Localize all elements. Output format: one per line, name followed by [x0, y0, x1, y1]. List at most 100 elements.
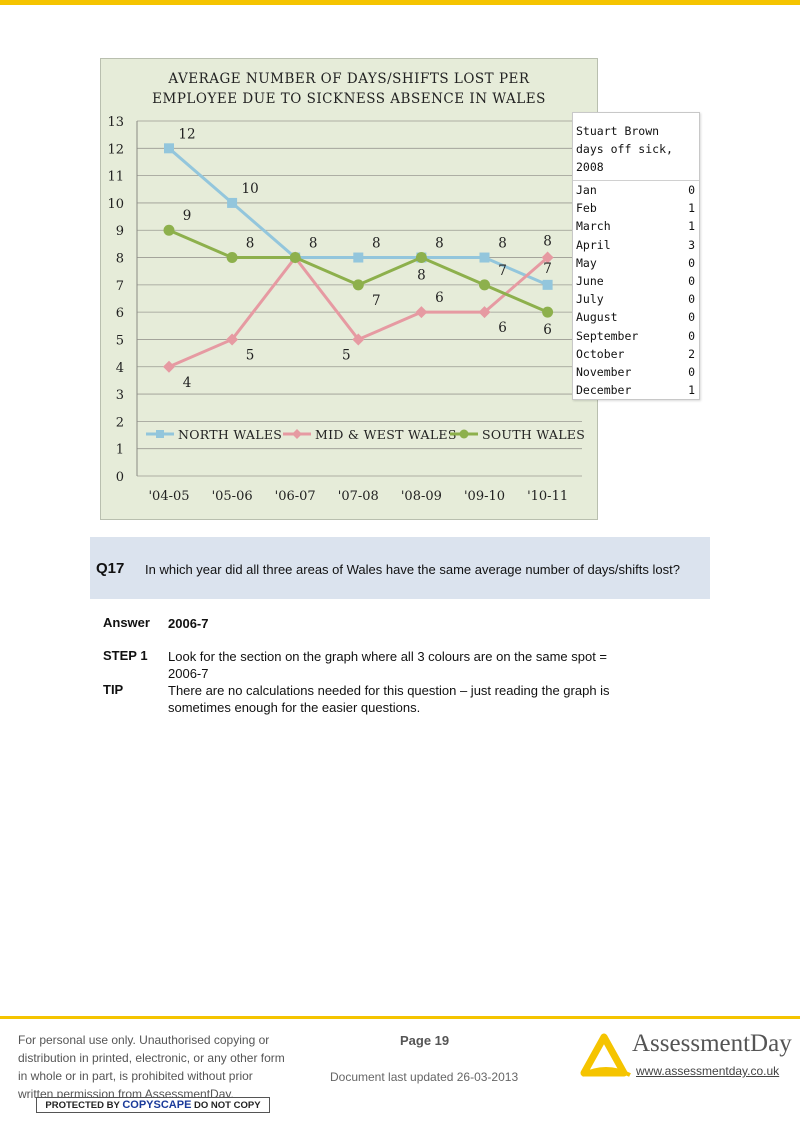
- data-point-circle: [415, 252, 427, 264]
- data-label: 12: [178, 126, 195, 142]
- y-tick-label: 5: [116, 333, 124, 348]
- sick-table-rows: Jan 0 Feb 1 March 1 April 3 May 0 June 0 July 0 August…: [573, 181, 699, 399]
- chart-panel: [100, 58, 598, 520]
- sick-table-month: April: [576, 237, 611, 252]
- data-label: 8: [417, 268, 426, 284]
- sick-table-row: September 0: [573, 327, 699, 345]
- data-label: 7: [498, 263, 507, 279]
- data-label: 6: [498, 320, 507, 336]
- data-point-diamond: [226, 333, 239, 346]
- data-label: 5: [246, 347, 255, 363]
- y-tick-label: 1: [116, 443, 124, 458]
- data-point-square: [479, 252, 490, 263]
- sick-table-month: November: [576, 364, 632, 379]
- sickness-line-chart: AVERAGE NUMBER OF DAYS/SHIFTS LOST PER EM…: [107, 71, 585, 504]
- y-tick-label: 12: [107, 142, 124, 157]
- data-point-circle: [352, 279, 364, 291]
- x-tick-label: '05-06: [212, 489, 253, 504]
- data-point-square: [227, 197, 238, 208]
- assessmentday-logo-icon: [580, 1033, 631, 1077]
- data-label: 5: [342, 347, 351, 363]
- legend-label: MID & WEST WALES: [315, 427, 457, 442]
- sick-table-days: 0: [688, 328, 695, 343]
- y-tick-label: 13: [107, 115, 124, 130]
- data-point-diamond: [478, 306, 491, 319]
- data-point-square: [164, 143, 174, 154]
- legend-label: SOUTH WALES: [482, 427, 585, 442]
- data-label: 8: [372, 236, 381, 252]
- sick-table-days: 0: [688, 310, 695, 325]
- y-tick-label: 2: [116, 415, 124, 430]
- y-tick-label: 3: [116, 388, 124, 403]
- copyscape-badge[interactable]: PROTECTED BY COPYSCAPE DO NOT COPY: [36, 1097, 270, 1113]
- copyscape-pre: PROTECTED BY: [45, 1100, 120, 1111]
- question-number: Q17: [96, 560, 125, 577]
- data-label: 7: [372, 293, 381, 309]
- tip-text: There are no calculations needed for thi…: [168, 683, 610, 715]
- sick-table-row: May 0: [573, 254, 699, 272]
- page-number: Page 19: [400, 1033, 450, 1048]
- data-point-circle: [289, 252, 301, 264]
- sick-table-days: 0: [688, 273, 695, 288]
- data-point-square: [542, 279, 553, 290]
- data-point-diamond: [541, 251, 554, 264]
- sick-table-row: October 2: [573, 345, 699, 363]
- top-accent-bar: [0, 0, 800, 5]
- sick-table-days: 1: [688, 201, 695, 216]
- data-point-diamond: [415, 306, 428, 319]
- y-tick-label: 9: [116, 224, 124, 239]
- sick-table-title-line: 2008: [576, 160, 604, 174]
- legend-marker: [459, 429, 469, 439]
- sick-table-month: September: [576, 328, 639, 343]
- data-point-diamond: [352, 333, 365, 346]
- series-line-0: [168, 147, 549, 287]
- sick-table-days: 0: [688, 292, 695, 307]
- data-label: 4: [183, 375, 192, 391]
- data-label: 10: [242, 181, 259, 197]
- sick-table-row: August 0: [573, 308, 699, 326]
- data-point-diamond: [163, 360, 175, 373]
- y-tick-label: 0: [116, 470, 124, 485]
- sick-table-title-line: days off sick,: [576, 142, 673, 156]
- x-tick-label: '08-09: [401, 489, 442, 504]
- sick-table-month: Jan: [576, 183, 597, 197]
- footer-accent-bar: [0, 1016, 800, 1019]
- assessmentday-logo-text: AssessmentDay: [632, 1030, 792, 1057]
- legend-marker: [292, 429, 302, 439]
- sick-days-table: Stuart Brown days off sick, 2008 Jan 0 Feb…: [572, 112, 700, 401]
- sick-table-title: Stuart Brown days off sick, 2008: [573, 113, 699, 181]
- sick-table-row: November 0: [573, 363, 699, 381]
- copyscape-post: DO NOT COPY: [194, 1100, 261, 1111]
- data-label: 8: [543, 234, 552, 250]
- assessmentday-url-link[interactable]: www.assessmentday.co.uk: [636, 1064, 780, 1078]
- sick-table-row: June 0: [573, 272, 699, 290]
- legend-label: NORTH WALES: [178, 427, 282, 442]
- y-tick-label: 11: [107, 170, 124, 185]
- x-tick-label: '07-08: [338, 489, 379, 504]
- y-tick-label: 10: [107, 197, 124, 212]
- sick-table-days: 0: [688, 364, 695, 379]
- sick-table-month: August: [576, 310, 618, 325]
- sick-table-month: March: [576, 219, 611, 234]
- data-label: 7: [543, 261, 552, 277]
- sick-table-days: 2: [688, 346, 695, 361]
- sick-table-days: 1: [688, 383, 695, 398]
- sick-table-month: July: [576, 292, 604, 307]
- chart-title-line: EMPLOYEE DUE TO SICKNESS ABSENCE IN WALE…: [152, 91, 546, 107]
- data-point-circle: [163, 224, 175, 236]
- sick-table-row: Feb 1: [573, 199, 699, 217]
- sick-table-row: March 1: [573, 217, 699, 235]
- document-updated-date: Document last updated 26-03-2013: [330, 1070, 519, 1084]
- data-label: 6: [435, 290, 444, 306]
- y-tick-label: 7: [116, 279, 124, 294]
- data-point-circle: [479, 279, 490, 291]
- sick-table-row: April 3: [573, 236, 699, 254]
- sick-table-row: December 1: [573, 381, 699, 399]
- sick-table-days: 0: [688, 183, 695, 197]
- sick-table-days: 1: [688, 219, 695, 234]
- x-tick-label: '10-11: [527, 489, 568, 504]
- data-label: 8: [498, 236, 507, 252]
- x-tick-label: '06-07: [275, 489, 316, 504]
- sick-table-row: July 0: [573, 290, 699, 308]
- sick-table-month: Feb: [576, 201, 597, 216]
